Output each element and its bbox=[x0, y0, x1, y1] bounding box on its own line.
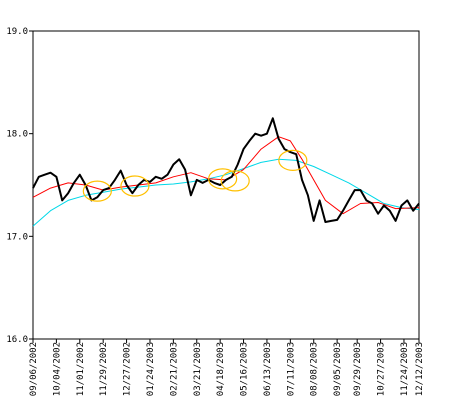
x-tick-label: 10/27/2003 bbox=[377, 342, 387, 396]
marker-layer bbox=[82, 149, 308, 202]
crossover-marker bbox=[208, 168, 238, 190]
x-tick-label: 09/29/2003 bbox=[353, 342, 363, 396]
x-tick-label: 07/11/2003 bbox=[286, 342, 296, 396]
x-tick-label: 08/08/2003 bbox=[310, 342, 320, 396]
x-tick-label: 09/05/2003 bbox=[333, 342, 343, 396]
series-line-2 bbox=[32, 136, 420, 215]
crossover-marker bbox=[82, 180, 112, 202]
x-tick-label: 11/24/2003 bbox=[400, 342, 410, 396]
x-tick-label: 12/27/2002 bbox=[123, 342, 133, 396]
x-tick-label: 11/01/2002 bbox=[76, 342, 86, 396]
series-layer bbox=[32, 117, 420, 227]
series-line-1 bbox=[32, 117, 420, 223]
series-line-3 bbox=[32, 158, 420, 227]
y-axis: 16.0 17.0 18.0 19.0 bbox=[6, 27, 33, 345]
x-tick-label: 01/24/2003 bbox=[146, 342, 156, 396]
y-tick-label: 18.0 bbox=[6, 130, 28, 140]
y-tick-label: 19.0 bbox=[6, 27, 28, 37]
x-axis: 09/06/2002 10/04/2002 11/01/2002 11/29/2002… bbox=[29, 339, 425, 396]
x-tick-label: 11/29/2002 bbox=[99, 342, 109, 396]
plot-area bbox=[32, 30, 420, 340]
crossover-marker bbox=[278, 149, 308, 171]
crossover-marker bbox=[220, 170, 250, 192]
x-tick-label: 04/18/2003 bbox=[216, 342, 226, 396]
x-tick-label: 05/16/2003 bbox=[240, 342, 250, 396]
x-tick-label: 03/21/2003 bbox=[193, 342, 203, 396]
crossover-marker bbox=[120, 175, 150, 197]
x-tick-label: 12/12/2003 bbox=[415, 342, 425, 396]
x-tick-label: 09/06/2002 bbox=[29, 342, 39, 396]
y-tick-label: 16.0 bbox=[6, 335, 28, 345]
x-tick-label: 10/04/2002 bbox=[52, 342, 62, 396]
x-tick-label: 02/21/2003 bbox=[169, 342, 179, 396]
y-tick-label: 17.0 bbox=[6, 232, 28, 242]
x-tick-label: 06/13/2003 bbox=[263, 342, 273, 396]
